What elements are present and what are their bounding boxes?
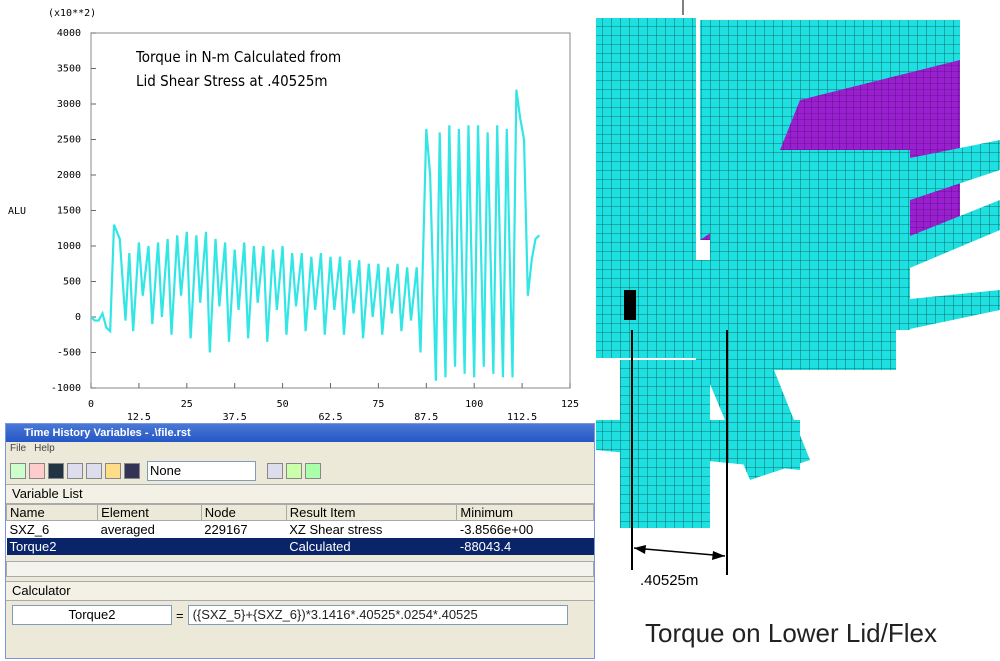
props-button[interactable] <box>86 463 102 479</box>
y-tick-label: 0 <box>75 312 81 323</box>
table-cell: SXZ_6 <box>9 522 50 537</box>
calc-name[interactable]: Torque2 <box>12 605 172 625</box>
save-button[interactable] <box>124 463 140 479</box>
caption: Torque on Lower Lid/Flex <box>645 618 937 648</box>
y-tick-label: 3000 <box>57 99 81 110</box>
column-header: Element <box>97 504 202 521</box>
x-tick-label: 112.5 <box>507 412 537 423</box>
table-cell: 229167 <box>204 522 248 537</box>
dimension-label: .40525m <box>640 572 698 589</box>
time-history-window: Time History Variables - .\file.rst File… <box>5 423 595 659</box>
y-tick-label: 2000 <box>57 170 81 181</box>
y-axis-label: ALU <box>8 206 26 217</box>
column-header: Result Item <box>285 504 458 521</box>
equals: = <box>176 607 184 623</box>
x-tick-label: 100 <box>465 399 483 410</box>
x-tick-label: 62.5 <box>318 412 342 423</box>
table-row[interactable]: Torque2 Calculated -88043.4 <box>6 538 594 555</box>
column-header: Name <box>5 504 99 521</box>
table-row[interactable]: SXZ_6 averaged 229167 XZ Shear stress -3.856… <box>7 521 594 539</box>
section-label: Variable List <box>6 484 594 504</box>
chart-title: Lid Shear Stress at .40525m <box>136 72 328 90</box>
table-cell: XZ Shear stress <box>289 522 383 537</box>
y-tick-label: -1000 <box>51 383 81 394</box>
x-tick-label: 50 <box>277 399 289 410</box>
y-tick-label: 1000 <box>57 241 81 252</box>
toolbar: None <box>6 458 594 484</box>
dropdown[interactable]: None <box>147 461 256 481</box>
x-tick-label: 125 <box>561 399 579 410</box>
data-line <box>90 89 541 381</box>
window-title: Time History Variables - .\file.rst <box>6 424 594 442</box>
open-button[interactable] <box>105 463 121 479</box>
table-cell: -3.8566e+00 <box>459 522 534 537</box>
x-tick-label: 0 <box>88 399 94 410</box>
x-tick-label: 75 <box>372 399 384 410</box>
tool-button[interactable] <box>286 463 302 479</box>
calculator: Torque2 = ({SXZ_5}+{SXZ_6})*3.1416*.4052… <box>6 601 594 629</box>
calc-expression[interactable]: ({SXZ_5}+{SXZ_6})*3.1416*.40525*.0254*.4… <box>187 605 568 625</box>
table-cell: Torque2 <box>6 538 98 555</box>
chart-title: Torque in N-m Calculated from <box>135 48 341 66</box>
fea-image <box>592 0 1000 575</box>
tool-button[interactable] <box>305 463 321 479</box>
x-tick-label: 25 <box>181 399 193 410</box>
table-cell <box>97 538 202 555</box>
y-multiplier: (x10**2) <box>48 8 96 19</box>
x-tick-label: 37.5 <box>223 412 247 423</box>
y-tick-label: 3500 <box>57 64 81 75</box>
graph-button[interactable] <box>48 463 64 479</box>
column-header: Node <box>200 504 287 521</box>
x-tick-label: 12.5 <box>127 412 151 423</box>
section-label: Calculator <box>6 581 594 601</box>
y-tick-label: 4000 <box>57 28 81 39</box>
table-cell: Calculated <box>286 538 457 555</box>
table-cell: -88043.4 <box>456 538 594 555</box>
add-button[interactable] <box>10 463 26 479</box>
delete-button[interactable] <box>29 463 45 479</box>
x-tick-label: 87.5 <box>414 412 438 423</box>
dropdown-arrow[interactable] <box>267 463 283 479</box>
table-cell <box>201 538 287 555</box>
y-tick-label: 500 <box>63 277 81 288</box>
y-tick-label: -500 <box>57 348 81 359</box>
list-button[interactable] <box>67 463 83 479</box>
variable-table: Name Element Node Result Item Minimum SXZ_6 av… <box>5 504 594 555</box>
y-tick-label: 2500 <box>57 135 81 146</box>
menu-item[interactable]: Help <box>34 443 55 454</box>
menu-item[interactable]: File <box>10 443 27 454</box>
menu-bar: File Help <box>6 442 594 458</box>
scrollbar[interactable] <box>6 561 594 577</box>
y-tick-label: 1500 <box>57 206 81 217</box>
table-cell: averaged <box>100 522 155 537</box>
column-header: Minimum <box>456 504 594 521</box>
